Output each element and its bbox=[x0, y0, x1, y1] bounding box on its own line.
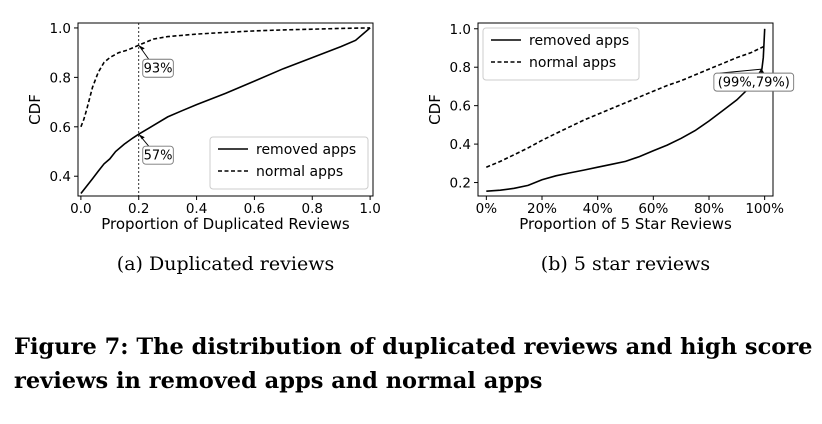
x-tick-label: 0.4 bbox=[186, 201, 207, 217]
y-tick-label: 0.2 bbox=[450, 176, 471, 192]
x-tick-label: 40% bbox=[583, 201, 613, 217]
y-tick-label: 0.8 bbox=[50, 70, 71, 86]
chart-5-star-reviews: 0% 20% 40% 60% 80% 100% 0.2 0.4 0.6 0.8 1.0 Proport… bbox=[426, 22, 795, 275]
y-tick-label: 0.4 bbox=[50, 169, 71, 185]
legend-box bbox=[482, 27, 640, 81]
annotation-arrowhead bbox=[138, 134, 145, 140]
annotation-box bbox=[142, 145, 174, 165]
annotation-arrowhead bbox=[138, 45, 145, 51]
annotation-label: 57% bbox=[144, 149, 173, 164]
x-tick-label: 0.0 bbox=[70, 201, 91, 217]
y-axis-label: CDF bbox=[426, 94, 444, 125]
x-tick-label: 1.0 bbox=[359, 201, 380, 217]
y-tick-label: 1.0 bbox=[450, 22, 471, 38]
y-tick-label: 1.0 bbox=[50, 21, 71, 37]
x-tick-label: 20% bbox=[527, 201, 557, 217]
legend-label: removed apps bbox=[529, 33, 629, 49]
subcaption: (b) 5 star reviews bbox=[541, 253, 710, 275]
annotation-box bbox=[142, 58, 174, 78]
legend-label: normal apps bbox=[256, 164, 343, 180]
legend-label: normal apps bbox=[529, 55, 616, 71]
x-tick-label: 80% bbox=[694, 201, 724, 217]
y-tick-label: 0.6 bbox=[50, 120, 71, 136]
legend-box bbox=[209, 136, 369, 190]
chart-duplicated-reviews: 0.0 0.2 0.4 0.6 0.8 1.0 0.4 0.6 0.8 1.0 Proportion… bbox=[26, 21, 381, 275]
annotation-label: 93% bbox=[144, 62, 173, 77]
figure-caption: Figure 7: The distribution of duplicated… bbox=[14, 334, 813, 394]
series-line-removed-apps bbox=[80, 27, 371, 194]
x-axis-label: Proportion of Duplicated Reviews bbox=[101, 215, 350, 233]
x-tick-label: 60% bbox=[638, 201, 668, 217]
y-tick-label: 0.6 bbox=[450, 99, 471, 115]
figure: 0.0 0.2 0.4 0.6 0.8 1.0 0.4 0.6 0.8 1.0 Proportion… bbox=[26, 21, 795, 275]
series-line-normal-apps bbox=[485, 45, 766, 168]
series-line-removed-apps bbox=[486, 28, 766, 192]
x-tick-label: 0.6 bbox=[244, 201, 265, 217]
plot-frame bbox=[477, 22, 774, 197]
plot-frame bbox=[77, 22, 374, 197]
x-tick-label: 0% bbox=[476, 201, 498, 217]
x-axis-label: Proportion of 5 Star Reviews bbox=[519, 215, 732, 233]
annotation-box bbox=[713, 72, 795, 92]
y-tick-label: 0.4 bbox=[450, 137, 471, 153]
subcaption: (a) Duplicated reviews bbox=[117, 253, 334, 275]
x-tick-label: 0.8 bbox=[302, 201, 323, 217]
legend-label: removed apps bbox=[256, 142, 356, 158]
y-axis-label: CDF bbox=[26, 94, 44, 125]
x-tick-label: 0.2 bbox=[128, 201, 149, 217]
series-line-normal-apps bbox=[80, 27, 371, 128]
x-tick-label: 100% bbox=[745, 201, 784, 217]
y-tick-label: 0.8 bbox=[450, 60, 471, 76]
annotation-label: (99%,79%) bbox=[718, 76, 790, 91]
annotation-arrow bbox=[719, 68, 762, 74]
